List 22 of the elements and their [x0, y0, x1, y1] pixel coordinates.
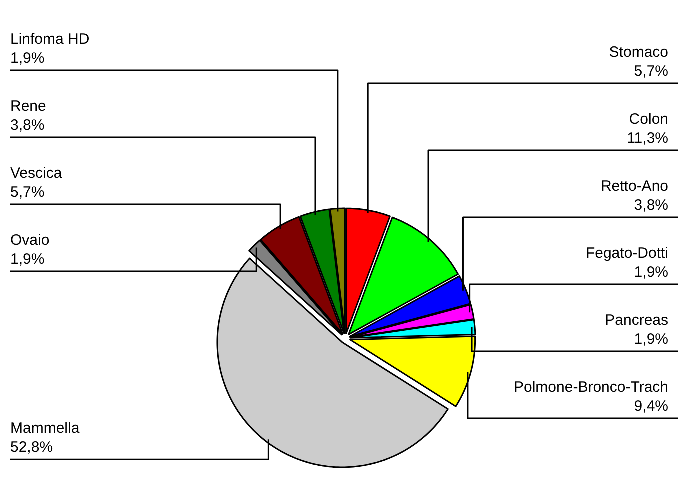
slice-label: Vescica	[10, 165, 63, 182]
slice-label: Rene	[10, 98, 46, 115]
slice-label: Polmone-Bronco-Trach	[514, 379, 669, 396]
data-label: 1,9%	[634, 264, 669, 281]
slice-label: Colon	[629, 111, 669, 128]
data-label: 3,8%	[634, 197, 669, 214]
data-label: 3,8%	[10, 117, 45, 134]
data-label: 1,9%	[10, 50, 45, 67]
slice-label: Retto-Ano	[600, 178, 669, 195]
data-label: 5,7%	[634, 63, 669, 80]
slice-label: Stomaco	[609, 44, 669, 61]
data-label: 52,8%	[10, 439, 54, 456]
slice-label: Linfoma HD	[10, 31, 90, 48]
data-label: 9,4%	[634, 398, 669, 415]
slice-label: Pancreas	[605, 312, 669, 329]
slice-label: Fegato-Dotti	[586, 245, 669, 262]
data-label: 1,9%	[634, 331, 669, 348]
slice-label: Ovaio	[10, 232, 50, 249]
data-label: 11,3%	[627, 130, 669, 147]
data-label: 5,7%	[10, 184, 45, 201]
data-label: 1,9%	[10, 251, 45, 268]
slice-label: Mammella	[10, 420, 80, 438]
